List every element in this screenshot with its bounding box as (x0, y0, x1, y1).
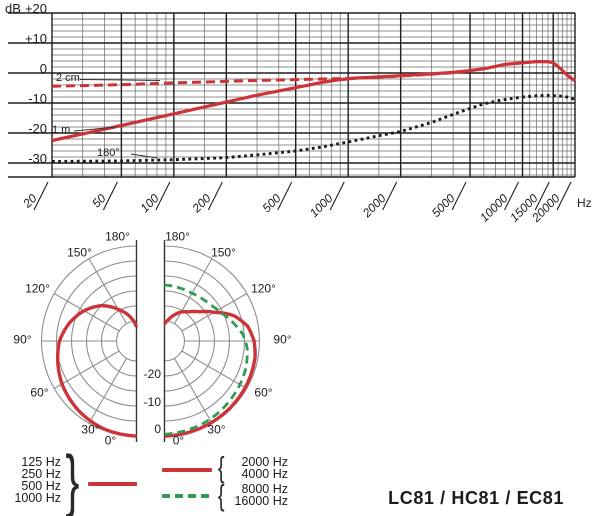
legend-low-freq-list: 125 Hz 250 Hz 500 Hz 1000 Hz (8, 454, 61, 506)
polar-db-label: 0 (154, 422, 161, 436)
legend-brace-icon: { (217, 479, 225, 513)
polar-curve-125-1000Hz (56, 303, 139, 438)
polar-grid-left (41, 240, 138, 442)
y-tick-label: 0 (39, 61, 47, 76)
polar-angle-label: 150° (211, 245, 236, 260)
y-tick-label: -20 (28, 121, 47, 136)
curve-label: 180° (97, 147, 120, 159)
polar-curves-right (163, 283, 257, 438)
legend-item: 250 Hz (21, 466, 61, 481)
polar-angle-label: 150° (67, 245, 92, 260)
y-tick-label: -10 (28, 91, 47, 106)
legend-item: 16000 Hz (234, 494, 288, 509)
legend-item: 8000 Hz (241, 482, 288, 497)
curve-180 (51, 94, 576, 163)
y-tick-label: +10 (24, 31, 47, 46)
curve-label: 2 cm (56, 71, 80, 84)
polar-angle-label: 180° (105, 229, 130, 244)
y-tick-label: -30 (28, 151, 47, 166)
frequency-chart-x-tick-marks (33, 181, 572, 211)
polar-grid-right (163, 240, 260, 442)
frequency-chart-major-grid (8, 12, 576, 178)
polar-db-label: -10 (143, 395, 161, 409)
polar-angle-label: 60° (30, 385, 49, 400)
curve-label: 1 m (52, 124, 71, 136)
legend-item: 500 Hz (21, 479, 61, 494)
x-axis-unit-label: Hz (577, 196, 592, 210)
y-tick-label: +20 (24, 1, 47, 16)
legend-item: 1000 Hz (14, 491, 61, 506)
legend-brace-icon: } (65, 440, 80, 516)
polar-angle-label: 90° (13, 332, 32, 347)
polar-db-label: -20 (143, 367, 161, 381)
legend-line-high-freq (162, 494, 212, 498)
polar-angle-label: 90° (273, 332, 292, 347)
polar-angle-label: 120° (251, 281, 276, 296)
model-title: LC81 / HC81 / EC81 (388, 488, 564, 508)
y-axis-unit-label: dB (5, 1, 21, 16)
polar-angle-label: 0° (172, 433, 185, 448)
curve-label-leaders (73, 79, 161, 159)
frequency-response-curves (51, 60, 576, 163)
polar-angle-label: 120° (25, 281, 50, 296)
frequency-chart-minor-grid (52, 13, 575, 177)
polar-angle-label: 30° (81, 422, 100, 437)
legend-item: 4000 Hz (241, 466, 288, 481)
legend-line-mid-freq (162, 468, 212, 472)
legend-high-freq-list: 2000 Hz 4000 Hz 8000 Hz 16000 Hz (232, 454, 288, 509)
polar-curves-left (56, 303, 139, 438)
polar-curve-8000-16000Hz (164, 283, 249, 436)
polar-angle-label: 0° (104, 433, 117, 448)
polar-angle-label: 60° (254, 385, 273, 400)
legend-brace-icon: { (217, 451, 225, 485)
curve-1m (51, 60, 576, 143)
polar-angle-label: 180° (165, 229, 190, 244)
legend-item: 125 Hz (21, 454, 61, 469)
legend-line-low-freq (88, 482, 137, 486)
legend-item: 2000 Hz (241, 454, 288, 469)
polar-angle-label: 30° (207, 422, 226, 437)
polar-curve-2000-4000Hz (163, 309, 257, 438)
